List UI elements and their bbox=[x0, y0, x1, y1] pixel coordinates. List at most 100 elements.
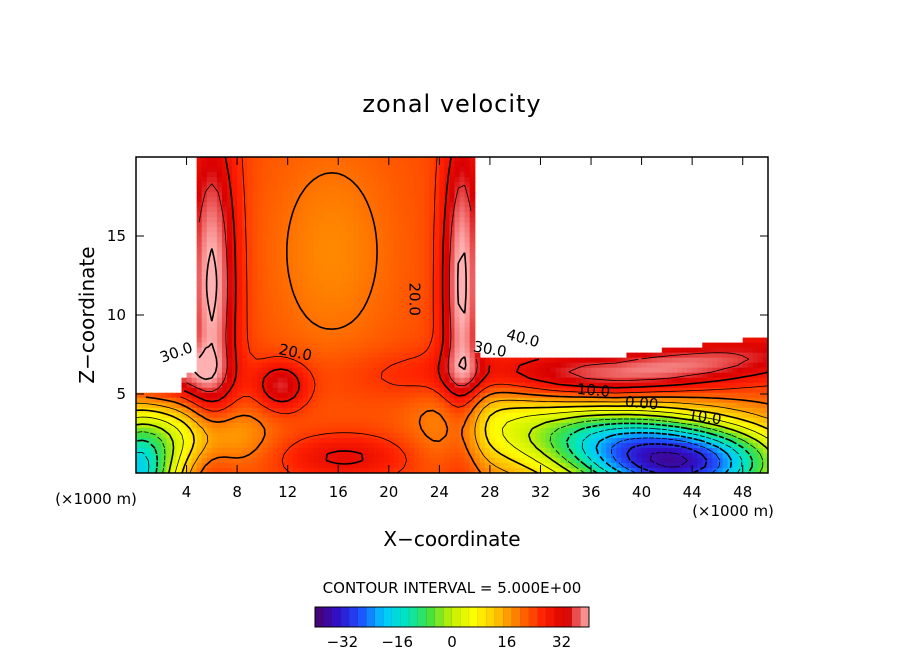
field-cell bbox=[242, 407, 248, 414]
field-cell bbox=[247, 302, 253, 309]
field-cell bbox=[469, 232, 476, 238]
field-cell bbox=[312, 257, 319, 263]
field-cell bbox=[277, 157, 284, 163]
chart-title: zonal velocity bbox=[362, 90, 541, 118]
field-cell bbox=[363, 202, 370, 208]
field-cell bbox=[373, 172, 380, 178]
field-cell bbox=[171, 412, 178, 419]
field-cell bbox=[272, 322, 279, 329]
field-cell bbox=[343, 272, 349, 278]
field-cell bbox=[676, 417, 683, 424]
field-cell bbox=[318, 277, 324, 283]
field-cell bbox=[247, 277, 253, 283]
field-cell bbox=[464, 212, 471, 218]
field-cell bbox=[312, 387, 319, 394]
field-cell bbox=[338, 377, 344, 384]
field-cell bbox=[247, 267, 253, 273]
field-cell bbox=[398, 202, 405, 208]
field-cell bbox=[196, 272, 203, 278]
field-cell bbox=[393, 347, 400, 354]
field-cell bbox=[343, 292, 349, 299]
field-cell bbox=[318, 432, 324, 439]
field-cell bbox=[388, 222, 395, 228]
field-cell bbox=[449, 407, 456, 414]
field-cell bbox=[454, 352, 461, 359]
field-cell bbox=[307, 252, 314, 258]
field-cell bbox=[383, 302, 390, 309]
field-cell bbox=[676, 432, 683, 439]
field-cell bbox=[196, 257, 203, 263]
field-cell bbox=[318, 367, 324, 374]
field-cell bbox=[323, 167, 329, 173]
field-cell bbox=[601, 367, 607, 374]
field-cell bbox=[338, 312, 344, 319]
field-cell bbox=[201, 207, 208, 213]
field-cell bbox=[388, 397, 395, 404]
field-cell bbox=[156, 392, 162, 399]
field-cell bbox=[570, 377, 577, 384]
field-cell bbox=[439, 242, 446, 248]
field-cell bbox=[393, 327, 400, 334]
field-cell bbox=[636, 417, 643, 424]
field-cell bbox=[237, 462, 243, 469]
field-cell bbox=[424, 267, 430, 273]
field-cell bbox=[181, 427, 188, 434]
field-cell bbox=[262, 412, 269, 419]
field-cell bbox=[262, 457, 269, 464]
field-cell bbox=[727, 432, 734, 439]
field-cell bbox=[479, 407, 486, 414]
field-cell bbox=[307, 337, 314, 344]
field-cell bbox=[505, 432, 511, 439]
field-cell bbox=[221, 302, 228, 309]
field-cell bbox=[196, 392, 203, 399]
field-cell bbox=[282, 167, 289, 173]
field-cell bbox=[166, 427, 172, 434]
field-cell bbox=[712, 452, 719, 459]
field-cell bbox=[459, 227, 466, 233]
field-cell bbox=[393, 252, 400, 258]
field-cell bbox=[409, 302, 415, 309]
field-cell bbox=[272, 307, 279, 314]
field-cell bbox=[267, 252, 274, 258]
field-cell bbox=[156, 452, 162, 459]
field-cell bbox=[348, 297, 355, 304]
field-cell bbox=[388, 232, 395, 238]
field-cell bbox=[348, 252, 355, 258]
field-cell bbox=[201, 222, 208, 228]
field-cell bbox=[348, 392, 355, 399]
field-cell bbox=[292, 367, 299, 374]
field-cell bbox=[262, 212, 269, 218]
field-cell bbox=[717, 397, 724, 404]
field-cell bbox=[500, 422, 506, 429]
field-cell bbox=[343, 162, 349, 168]
field-cell bbox=[454, 462, 461, 469]
field-cell bbox=[206, 347, 213, 354]
field-cell bbox=[378, 432, 385, 439]
field-cell bbox=[525, 377, 531, 384]
field-cell bbox=[338, 177, 344, 183]
field-cell bbox=[550, 437, 557, 444]
field-cell bbox=[601, 432, 607, 439]
field-cell bbox=[302, 352, 309, 359]
field-cell bbox=[752, 347, 759, 354]
field-cell bbox=[752, 362, 759, 369]
field-cell bbox=[252, 272, 258, 278]
field-cell bbox=[237, 197, 243, 203]
field-cell bbox=[550, 467, 557, 473]
field-cell bbox=[262, 407, 269, 414]
field-cell bbox=[388, 387, 395, 394]
field-cell bbox=[282, 242, 289, 248]
field-cell bbox=[186, 457, 193, 464]
field-cell bbox=[606, 442, 612, 449]
field-cell bbox=[211, 407, 218, 414]
field-cell bbox=[206, 287, 213, 294]
field-cell bbox=[323, 212, 329, 218]
field-cell bbox=[419, 237, 425, 243]
field-cell bbox=[722, 447, 729, 454]
field-cell bbox=[707, 442, 713, 449]
field-cell bbox=[267, 162, 274, 168]
field-cell bbox=[424, 417, 430, 424]
field-cell bbox=[585, 447, 592, 454]
field-cell bbox=[424, 392, 430, 399]
field-cell bbox=[702, 432, 708, 439]
